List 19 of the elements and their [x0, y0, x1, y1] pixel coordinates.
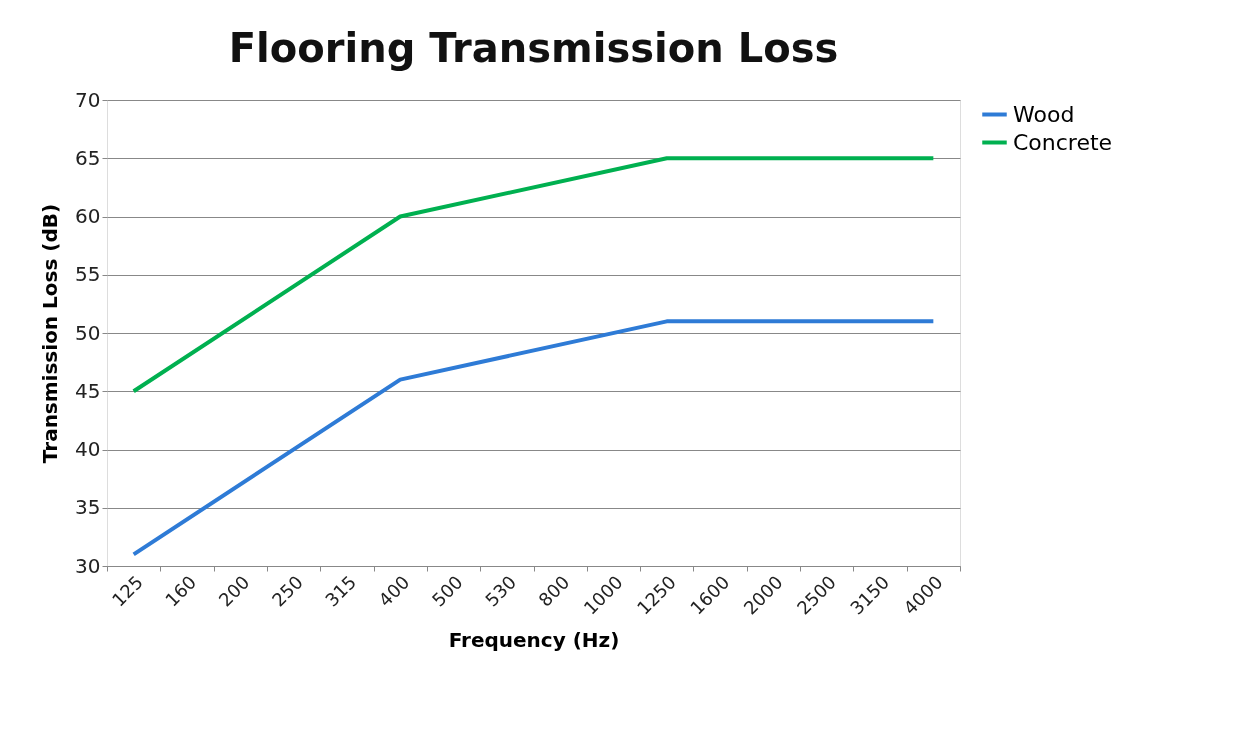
y-tick-label: 30	[75, 553, 101, 578]
y-tick-label: 60	[75, 204, 101, 228]
y-tick-label: 70	[75, 87, 101, 112]
chart-title: Flooring Transmission Loss	[228, 25, 839, 71]
x-tick-label: 800	[534, 571, 574, 611]
legend-label: Wood	[1013, 101, 1075, 127]
legend-label: Concrete	[1013, 129, 1113, 155]
x-tick-label: 160	[161, 571, 201, 611]
x-tick-label: 125	[107, 571, 147, 611]
y-axis-title: Transmission Loss (dB)	[38, 203, 63, 464]
y-tick-label: 65	[75, 145, 101, 170]
x-tick-label: 500	[427, 571, 467, 611]
y-tick-label: 45	[75, 378, 101, 403]
y-tick-label: 50	[75, 320, 101, 345]
y-tick-label: 40	[75, 437, 101, 461]
y-tick-label: 55	[75, 262, 101, 287]
x-axis-title: Frequency (Hz)	[448, 627, 620, 652]
y-tick-label: 35	[75, 495, 101, 520]
x-tick-label: 400	[374, 571, 414, 611]
